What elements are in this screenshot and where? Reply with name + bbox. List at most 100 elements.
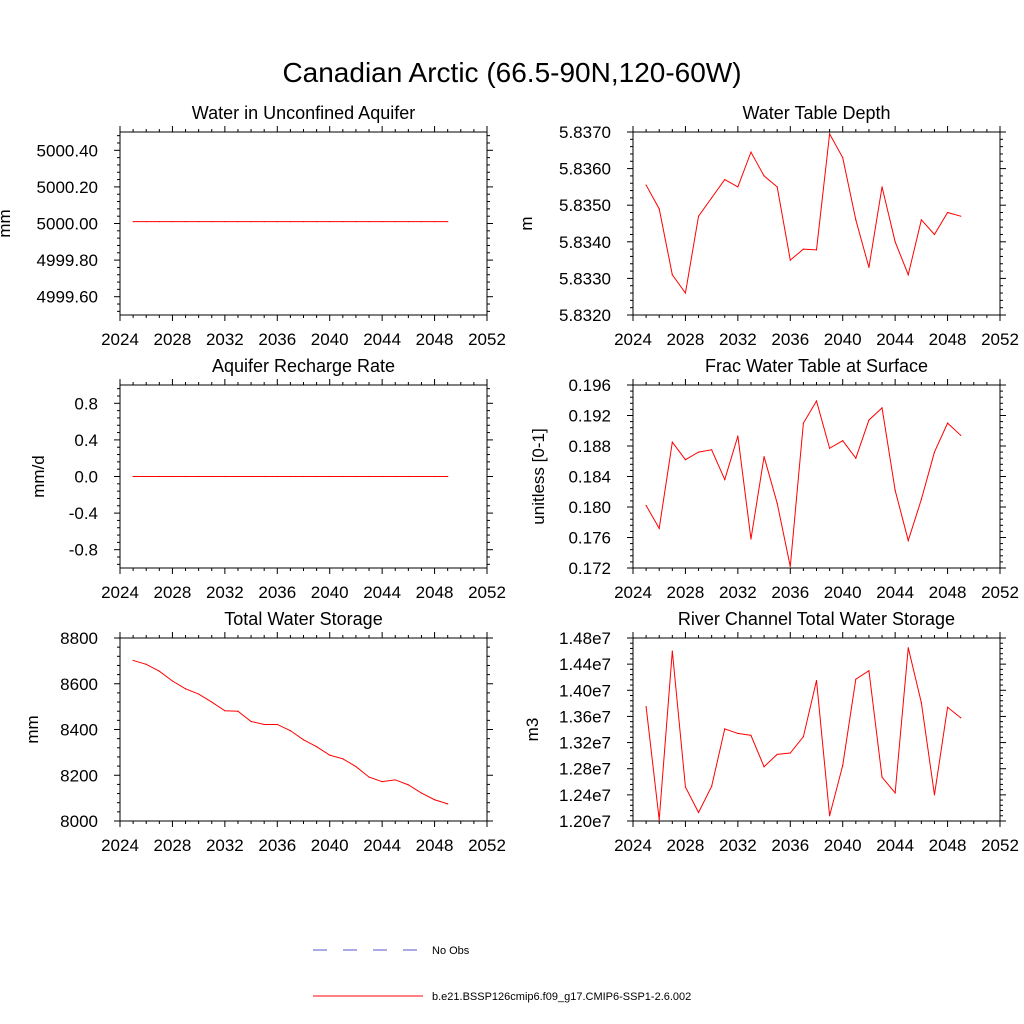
panels: Water in Unconfined Aquifer 2024 2028 2032 2…	[0, 103, 1019, 855]
x-tick-label: 2032	[206, 583, 244, 602]
x-tick-label: 2048	[416, 583, 454, 602]
y-tick-label: 8200	[60, 766, 98, 785]
data-point	[645, 184, 647, 186]
data-point	[368, 221, 370, 223]
x-tick-label: 2024	[101, 836, 139, 855]
y-tick-label: 0.188	[568, 437, 611, 456]
data-point	[237, 710, 239, 712]
data-point	[342, 758, 344, 760]
data-point	[302, 221, 305, 223]
y-axis-label: m3	[523, 718, 542, 742]
data-point	[645, 706, 647, 708]
data-point	[158, 221, 160, 223]
data-point	[433, 799, 436, 801]
x-tick-label: 2040	[824, 583, 862, 602]
x-tick-label: 2032	[719, 583, 757, 602]
data-point	[697, 811, 700, 814]
x-tick-label: 2036	[258, 583, 296, 602]
data-point	[198, 475, 200, 478]
y-tick-label: 5000.00	[37, 215, 98, 234]
y-tick-label: 5.8370	[559, 123, 611, 142]
panel-title: Frac Water Table at Surface	[705, 356, 928, 376]
data-point	[920, 219, 922, 221]
data-point	[171, 680, 174, 682]
data-point	[829, 133, 831, 135]
data-point	[776, 186, 778, 188]
data-point	[302, 475, 305, 478]
data-point	[711, 197, 713, 199]
x-tick-label: 2040	[311, 836, 349, 855]
data-point	[211, 221, 213, 223]
legend: No Obs b.e21.BSSP126cmip6.f09_g17.CMIP6-S…	[313, 945, 691, 1003]
data-point	[394, 779, 396, 781]
x-tick-label: 2044	[363, 836, 401, 855]
data-point	[447, 475, 449, 478]
data-point	[933, 794, 936, 796]
y-tick-label: 0.180	[568, 498, 611, 517]
legend-item-no-obs: No Obs	[313, 945, 470, 957]
data-point	[237, 221, 239, 223]
y-tick-label: 4999.80	[37, 251, 98, 270]
data-point	[381, 221, 383, 223]
data-point	[894, 792, 896, 794]
data-point	[145, 475, 147, 478]
y-axis-label: mm/d	[29, 455, 48, 498]
data-point	[789, 565, 791, 568]
data-point	[776, 502, 778, 504]
data-point	[276, 723, 278, 726]
y-tick-label: 0.196	[568, 376, 611, 395]
data-point	[907, 647, 909, 649]
panel-title: Aquifer Recharge Rate	[212, 356, 395, 376]
data-point	[198, 693, 200, 695]
data-point	[802, 736, 804, 738]
x-tick-label: 2028	[154, 330, 192, 349]
y-tick-label: 1.40e7	[559, 681, 611, 700]
data-point	[750, 538, 752, 540]
data-point	[342, 475, 344, 478]
data-point	[276, 475, 278, 478]
y-axis-label: mm	[23, 715, 42, 743]
y-tick-label: 1.48e7	[559, 629, 611, 648]
y-tick-label: 5.8340	[559, 233, 611, 252]
y-tick-label: 4999.60	[37, 288, 98, 307]
y-tick-label: 1.36e7	[559, 707, 611, 726]
data-point	[355, 221, 357, 223]
y-tick-label: 0.184	[568, 468, 611, 487]
data-point	[842, 440, 844, 442]
data-point	[724, 728, 726, 730]
data-point	[802, 422, 804, 424]
data-point	[776, 753, 778, 755]
data-point	[920, 702, 922, 704]
data-point	[907, 539, 909, 542]
data-point	[855, 457, 857, 459]
x-tick-label: 2044	[363, 583, 401, 602]
data-point	[684, 292, 687, 294]
data-point	[158, 475, 160, 478]
legend-label: No Obs	[432, 945, 470, 957]
data-point	[763, 456, 765, 458]
data-point	[407, 475, 409, 478]
data-point	[368, 776, 370, 778]
x-tick-label: 2024	[614, 836, 652, 855]
x-tick-label: 2044	[876, 330, 914, 349]
y-tick-label: 0.8	[74, 394, 98, 413]
x-tick-label: 2040	[311, 583, 349, 602]
panel-title: Water Table Depth	[742, 103, 890, 123]
data-point	[671, 441, 673, 443]
data-point	[184, 221, 187, 223]
data-point	[842, 157, 844, 159]
data-point	[868, 419, 870, 421]
data-point	[946, 211, 949, 214]
x-tick-label: 2036	[258, 330, 296, 349]
data-point	[237, 475, 239, 478]
x-tick-label: 2032	[719, 836, 757, 855]
x-tick-label: 2032	[206, 836, 244, 855]
data-point	[184, 688, 187, 690]
x-tick-label: 2028	[667, 836, 705, 855]
data-point	[420, 475, 423, 478]
data-point	[960, 434, 962, 436]
data-point	[737, 732, 739, 735]
y-tick-label: 1.24e7	[559, 786, 611, 805]
y-tick-label: 1.28e7	[559, 760, 611, 779]
data-point	[329, 754, 331, 756]
